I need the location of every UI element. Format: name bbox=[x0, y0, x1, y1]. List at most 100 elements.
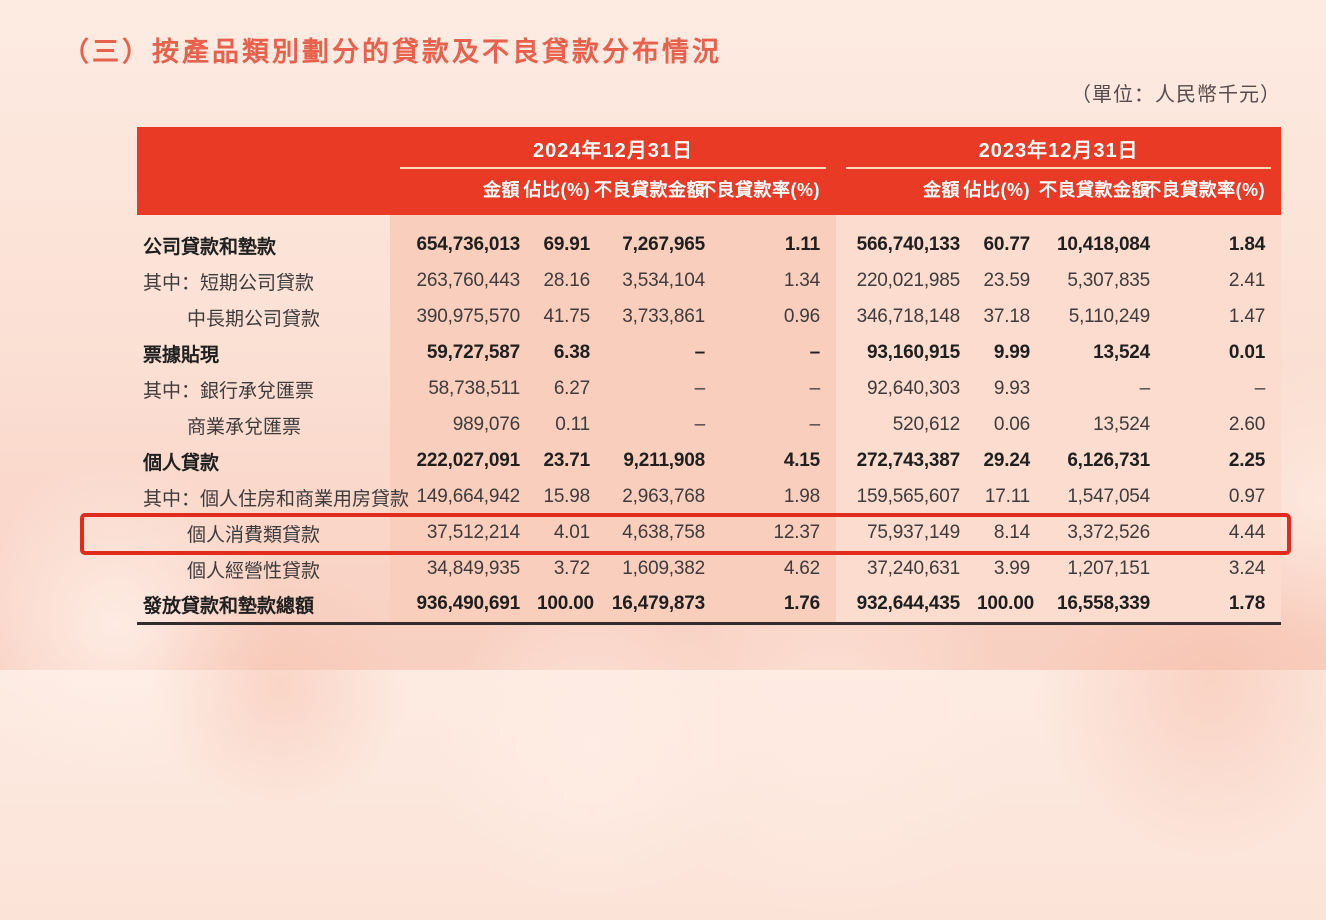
table-row: 中長期公司貸款 390,975,570 41.75 3,733,861 0.96 346,… bbox=[137, 299, 1282, 335]
cell-value: 9.93 bbox=[976, 371, 1047, 407]
row-label: 發放貸款和墊款總額 bbox=[143, 595, 315, 617]
cell-value: 149,664,942 bbox=[390, 479, 536, 515]
cell-value: 3.24 bbox=[1166, 551, 1282, 587]
row-label: 其中：短期公司貸款 bbox=[143, 272, 315, 294]
cell-value: 5,110,249 bbox=[1046, 299, 1167, 335]
header-npl-amount-2023: 不良貸款金額 bbox=[1039, 169, 1167, 215]
header-npl-amount-2024: 不良貸款金額 bbox=[594, 169, 721, 215]
cell-value: 29.24 bbox=[976, 443, 1047, 479]
cell-value: 2.41 bbox=[1166, 263, 1282, 299]
row-label: 中長期公司貸款 bbox=[187, 308, 321, 330]
cell-value: 4.44 bbox=[1166, 515, 1282, 551]
cell-value: 0.01 bbox=[1166, 335, 1282, 371]
cell-value: 1,547,054 bbox=[1046, 479, 1167, 515]
cell-value: 520,612 bbox=[836, 407, 977, 443]
row-label: 個人經營性貸款 bbox=[187, 560, 321, 582]
table-row: 其中：短期公司貸款 263,760,443 28.16 3,534,104 1.34 22… bbox=[137, 263, 1282, 299]
cell-value: 23.59 bbox=[976, 263, 1047, 299]
cell-value: – bbox=[1166, 371, 1282, 407]
cell-value: 59,727,587 bbox=[390, 335, 536, 371]
cell-value: 263,760,443 bbox=[390, 263, 536, 299]
row-label: 其中：銀行承兌匯票 bbox=[143, 380, 315, 402]
cell-value: – bbox=[1046, 371, 1167, 407]
cell-value: 100.00 bbox=[976, 587, 1047, 623]
column-group-2024: 2024年12月31日 bbox=[390, 127, 837, 169]
cell-value: 23.71 bbox=[536, 443, 606, 479]
cell-value: 60.77 bbox=[976, 227, 1047, 263]
cell-value: 37,240,631 bbox=[836, 551, 977, 587]
spacer-row bbox=[137, 215, 1282, 227]
section-title: （三）按產品類別劃分的貸款及不良貸款分布情況 bbox=[62, 37, 722, 67]
row-label: 商業承兌匯票 bbox=[187, 416, 302, 438]
header-label-spacer bbox=[137, 169, 390, 215]
cell-value: 4.15 bbox=[721, 443, 837, 479]
cell-value: 3,372,526 bbox=[1046, 515, 1167, 551]
cell-value: – bbox=[721, 335, 837, 371]
cell-value: 10,418,084 bbox=[1046, 227, 1167, 263]
table-row: 票據貼現 59,727,587 6.38– –93,160,915 9.99 13,524… bbox=[137, 335, 1282, 371]
cell-value: 0.11 bbox=[536, 407, 606, 443]
header-share-2024: 佔比(%) bbox=[524, 169, 606, 215]
cell-value: 92,640,303 bbox=[836, 371, 977, 407]
cell-value: – bbox=[606, 407, 721, 443]
row-label: 公司貸款和墊款 bbox=[143, 236, 277, 258]
cell-value: 12.37 bbox=[721, 515, 837, 551]
header-npl-ratio-2023: 不良貸款率(%) bbox=[1143, 169, 1282, 215]
cell-value: 346,718,148 bbox=[836, 299, 977, 335]
cell-value: 58,738,511 bbox=[390, 371, 536, 407]
column-group-row: 2024年12月31日 2023年12月31日 bbox=[137, 127, 1282, 169]
row-label: 個人消費類貸款 bbox=[187, 524, 321, 546]
row-label: 其中：個人住房和商業用房貸款 bbox=[143, 488, 410, 510]
column-group-2023: 2023年12月31日 bbox=[836, 127, 1282, 169]
cell-value: 37,512,214 bbox=[390, 515, 536, 551]
cell-value: 654,736,013 bbox=[390, 227, 536, 263]
table-row-highlighted: 個人消費類貸款 37,512,214 4.01 4,638,758 12.37 75,93… bbox=[137, 515, 1282, 551]
cell-value: 93,160,915 bbox=[836, 335, 977, 371]
cell-value: 8.14 bbox=[976, 515, 1047, 551]
header-share-2023: 佔比(%) bbox=[964, 169, 1047, 215]
cell-value: 0.97 bbox=[1166, 479, 1282, 515]
table-row: 發放貸款和墊款總額 936,490,691 100.00 16,479,873 1.76… bbox=[137, 587, 1282, 623]
cell-value: 220,021,985 bbox=[836, 263, 977, 299]
cell-value: 1.76 bbox=[721, 587, 837, 623]
column-header-row: 金額 佔比(%) 不良貸款金額 不良貸款率(%) 金額 佔比(%) 不良貸款金額… bbox=[137, 169, 1282, 215]
cell-value: 3.99 bbox=[976, 551, 1047, 587]
cell-value: 272,743,387 bbox=[836, 443, 977, 479]
cell-value: 6.27 bbox=[536, 371, 606, 407]
cell-value: 932,644,435 bbox=[836, 587, 977, 623]
cell-value: 9,211,908 bbox=[606, 443, 721, 479]
header-label-spacer bbox=[137, 127, 390, 169]
cell-value: 989,076 bbox=[390, 407, 536, 443]
cell-value: 1,207,151 bbox=[1046, 551, 1167, 587]
header-amount-2024: 金額 bbox=[390, 169, 536, 215]
cell-value: – bbox=[606, 335, 721, 371]
cell-value: 1.47 bbox=[1166, 299, 1282, 335]
cell-value: 2.25 bbox=[1166, 443, 1282, 479]
cell-value: 41.75 bbox=[536, 299, 606, 335]
row-label: 票據貼現 bbox=[143, 344, 220, 366]
unit-note: （單位：人民幣千元） bbox=[1071, 84, 1281, 106]
decorative-cloud bbox=[430, 590, 750, 910]
table-row: 公司貸款和墊款 654,736,013 69.91 7,267,965 1.11 566,… bbox=[137, 227, 1282, 263]
cell-value: 13,524 bbox=[1046, 335, 1167, 371]
cell-value: – bbox=[606, 371, 721, 407]
cell-value: 4,638,758 bbox=[606, 515, 721, 551]
cell-value: 6.38 bbox=[536, 335, 606, 371]
cell-value: 1.78 bbox=[1166, 587, 1282, 623]
cell-value: 17.11 bbox=[976, 479, 1047, 515]
cell-value: – bbox=[721, 371, 837, 407]
cell-value: 9.99 bbox=[976, 335, 1047, 371]
cell-value: 16,479,873 bbox=[606, 587, 721, 623]
cell-value: 0.96 bbox=[721, 299, 837, 335]
cell-value: 100.00 bbox=[536, 587, 606, 623]
header-npl-ratio-2024: 不良貸款率(%) bbox=[698, 169, 837, 215]
cell-value: 3,534,104 bbox=[606, 263, 721, 299]
row-label: 個人貸款 bbox=[143, 452, 220, 474]
cell-value: 1.34 bbox=[721, 263, 837, 299]
cell-value: 4.01 bbox=[536, 515, 606, 551]
table-row: 個人經營性貸款 34,849,935 3.72 1,609,382 4.62 37,240… bbox=[137, 551, 1282, 587]
cell-value: 4.62 bbox=[721, 551, 837, 587]
cell-value: 566,740,133 bbox=[836, 227, 977, 263]
header-amount-2023: 金額 bbox=[836, 169, 977, 215]
cell-value: 16,558,339 bbox=[1046, 587, 1167, 623]
